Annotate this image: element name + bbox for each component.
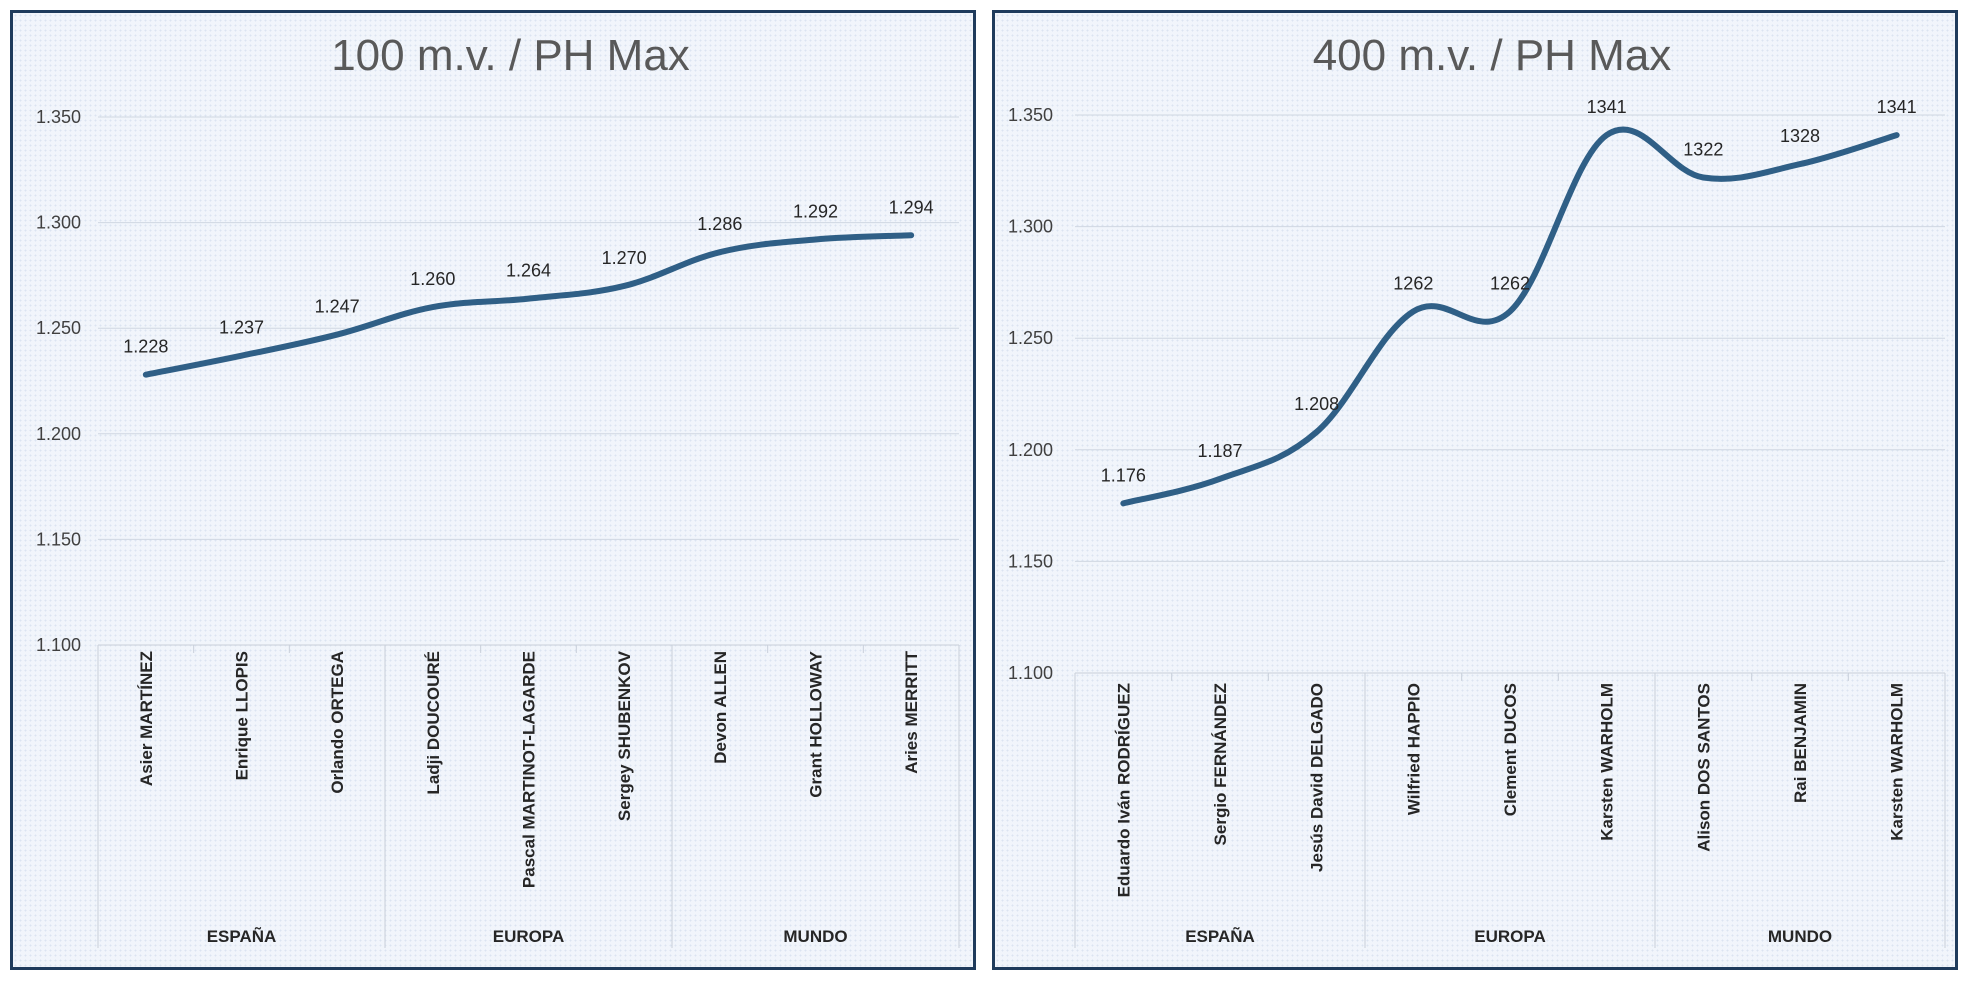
y-tick-label: 1.150 [36, 529, 81, 549]
data-label: 1.176 [1101, 465, 1146, 485]
x-category-label: Wilfried HAPPIO [1404, 683, 1423, 815]
data-label: 1262 [1490, 273, 1530, 293]
data-label: 1.286 [697, 214, 742, 234]
series-line [1120, 126, 1900, 507]
data-label: 1.294 [889, 197, 934, 217]
data-label: 1.237 [219, 318, 264, 338]
x-group-label: EUROPA [493, 927, 564, 946]
x-category-label: Alison DOS SANTOS [1694, 683, 1713, 852]
y-tick-label: 1.300 [36, 213, 81, 233]
y-tick-label: 1.200 [36, 424, 81, 444]
x-group-label: MUNDO [783, 927, 847, 946]
x-group-label: MUNDO [1768, 927, 1832, 946]
chart-400m-svg: 400 m.v. / PH Max 1.350 1.300 1.250 1.200 1.1… [1008, 31, 1946, 948]
y-tick-label: 1.200 [1008, 440, 1053, 460]
x-category-label: Jesús David DELGADO [1308, 683, 1327, 872]
x-category-label: Asier MARTÍNEZ [137, 651, 156, 786]
x-category-label: Devon ALLEN [711, 651, 730, 764]
y-tick-label: 1.150 [1008, 551, 1053, 571]
y-tick-label: 1.100 [36, 635, 81, 655]
x-category-label: Sergio FERNÁNDEZ [1211, 683, 1230, 845]
data-label: 1322 [1683, 139, 1723, 159]
y-tick-label: 1.250 [1008, 328, 1053, 348]
y-tick-label: 1.350 [36, 107, 81, 127]
x-category-label: Enrique LLOPIS [233, 651, 252, 780]
chart-panel-400m: 400 m.v. / PH Max 1.350 1.300 1.250 1.200 1.1… [992, 10, 1958, 970]
data-label: 1.270 [602, 248, 647, 268]
data-label: 1262 [1393, 273, 1433, 293]
data-label: 1341 [1877, 97, 1917, 117]
x-category-label: Clement DUCOS [1501, 683, 1520, 816]
y-tick-label: 1.100 [1008, 663, 1053, 683]
data-label: 1.208 [1294, 394, 1339, 414]
x-category-label: Aries MERRITT [902, 650, 921, 773]
x-category-label: Pascal MARTINOT-LAGARDE [520, 651, 539, 888]
y-tick-label: 1.300 [1008, 217, 1053, 237]
x-category-label: Ladji DOUCOURÉ [424, 651, 443, 795]
data-label: 1.260 [410, 269, 455, 289]
x-category-label: Karsten WARHOLM [1598, 683, 1617, 841]
x-category-label: Sergey SHUBENKOV [615, 650, 634, 821]
x-group-label: EUROPA [1474, 927, 1545, 946]
chart-100m-svg: 100 m.v. / PH Max 1.350 1.300 1.250 1.200 1.1… [36, 31, 960, 948]
chart-title: 100 m.v. / PH Max [331, 31, 690, 80]
chart-title: 400 m.v. / PH Max [1313, 31, 1672, 80]
x-category-label: Eduardo Iván RODRÍGUEZ [1114, 683, 1133, 897]
data-label: 1.264 [506, 261, 551, 281]
chart-panel-100m: 100 m.v. / PH Max 1.350 1.300 1.250 1.200 1.1… [10, 10, 976, 970]
data-label: 1.292 [793, 201, 838, 221]
series-line [142, 232, 915, 378]
data-label: 1328 [1780, 126, 1820, 146]
x-category-label: Karsten WARHOLM [1888, 683, 1907, 841]
data-label: 1.187 [1197, 441, 1242, 461]
y-tick-label: 1.350 [1008, 105, 1053, 125]
data-label: 1.247 [315, 297, 360, 317]
x-category-label: Rai BENJAMIN [1791, 683, 1810, 803]
y-tick-label: 1.250 [36, 318, 81, 338]
data-label: 1.228 [123, 337, 168, 357]
x-group-label: ESPAÑA [1185, 926, 1255, 946]
x-category-label: Grant HOLLOWAY [807, 650, 826, 797]
x-category-label: Orlando ORTEGA [328, 651, 347, 794]
data-label: 1341 [1587, 97, 1627, 117]
x-group-label: ESPAÑA [207, 926, 277, 946]
